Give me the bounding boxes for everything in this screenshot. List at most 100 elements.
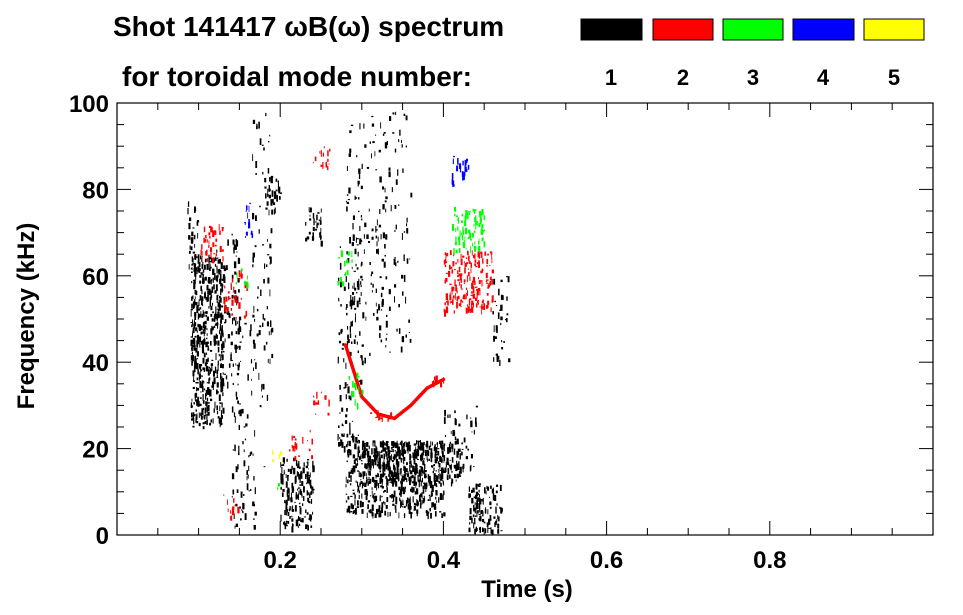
speckle [352,292,355,295]
speckle [385,447,387,451]
speckle [202,394,204,401]
speckle [243,315,246,319]
speckle [473,504,475,511]
speckle [458,467,460,471]
speckle [394,450,397,452]
speckle [376,509,379,515]
speckle [439,469,442,471]
speckle [465,307,468,314]
speckle [253,525,256,530]
speckle [345,414,348,418]
speckle [443,308,445,313]
speckle [400,458,403,460]
speckle [381,495,383,498]
speckle [289,449,291,452]
speckle [364,466,367,469]
speckle [214,366,217,374]
speckle [462,226,464,232]
speckle [201,346,204,354]
speckle [406,217,408,223]
speckle [408,331,411,333]
speckle [380,444,383,448]
speckle [424,473,427,479]
speckle [371,504,374,511]
speckle [443,445,445,452]
speckle [348,376,351,380]
speckle [348,187,351,194]
speckle [376,219,378,226]
speckle [423,446,425,450]
speckle [403,254,405,261]
speckle [489,280,492,286]
speckle [392,493,394,498]
speckle [443,259,446,265]
speckle [340,439,342,447]
speckle [352,215,355,220]
speckle [468,527,471,533]
speckle [222,407,225,414]
speckle [393,442,396,447]
speckle [301,481,304,486]
speckle [212,231,215,237]
speckle [367,450,370,458]
speckle [194,256,196,260]
speckle [193,234,196,240]
speckle [438,457,440,459]
speckle [462,469,464,473]
speckle [422,485,425,490]
speckle [418,440,421,442]
speckle [486,305,489,309]
speckle [262,313,264,320]
speckle [216,313,218,321]
speckle [349,351,352,356]
speckle [467,448,469,451]
speckle [480,270,482,274]
speckle [236,300,238,304]
speckle [474,501,476,505]
speckle [210,294,213,298]
speckle [388,478,392,481]
speckle [385,345,387,348]
speckle [191,355,193,360]
speckle [374,448,377,454]
speckle [487,509,489,515]
speckle [346,312,348,316]
speckle [469,232,472,239]
speckle [256,333,259,337]
speckle [375,229,378,231]
speckle [394,454,396,458]
speckle [415,463,417,469]
speckle [214,325,216,329]
speckle [266,201,269,206]
speckle [373,440,376,443]
speckle [374,482,376,488]
speckle [357,481,358,487]
speckle [208,245,210,249]
speckle [506,318,508,323]
speckle [481,280,483,287]
speckle [306,474,308,477]
speckle [341,423,343,427]
speckle [413,476,416,482]
speckle [382,471,385,478]
speckle [217,391,219,394]
speckle [500,316,503,321]
speckle [482,518,485,523]
speckle [201,299,203,305]
speckle [203,311,205,317]
speckle [399,129,401,136]
speckle [478,260,480,264]
speckle [234,295,237,303]
speckle [206,352,208,355]
speckle [460,253,462,261]
speckle [371,490,373,495]
speckle [431,486,434,493]
speckle [245,423,248,427]
speckle [323,146,325,149]
speckle [491,488,494,494]
speckle [422,449,424,456]
speckle [368,476,370,480]
speckle [204,239,207,243]
speckle [413,505,416,511]
speckle [403,456,406,461]
